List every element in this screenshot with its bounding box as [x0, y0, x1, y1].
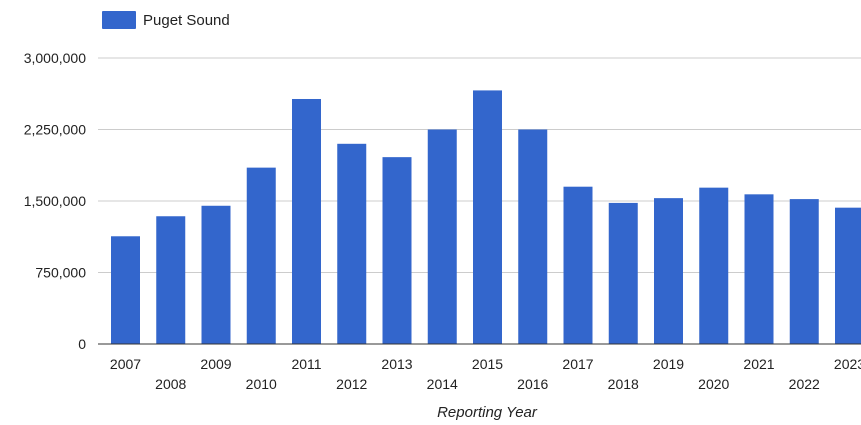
legend[interactable]: Puget Sound: [102, 11, 230, 29]
bar-2017[interactable]: [563, 186, 593, 344]
x-tick-label-2023: 2023: [834, 356, 861, 372]
x-tick-label-2021: 2021: [743, 356, 774, 372]
y-tick-label: 750,000: [35, 265, 86, 281]
x-tick-label-2020: 2020: [698, 376, 729, 392]
x-tick-label-2022: 2022: [789, 376, 820, 392]
y-tick-label: 1,500,000: [24, 193, 86, 209]
x-tick-label-2014: 2014: [427, 376, 458, 392]
legend-label-puget-sound: Puget Sound: [143, 12, 230, 29]
bar-2020[interactable]: [699, 187, 729, 344]
bar-2023[interactable]: [835, 207, 861, 344]
x-tick-label-2012: 2012: [336, 376, 367, 392]
bar-2007[interactable]: [111, 236, 140, 344]
x-tick-label-2008: 2008: [155, 376, 186, 392]
y-axis-tick-labels: 0 750,000 1,500,000 2,250,000 3,000,000: [24, 50, 87, 352]
legend-swatch-puget-sound: [102, 11, 136, 29]
y-tick-label: 0: [78, 336, 86, 352]
bar-2015[interactable]: [473, 90, 502, 344]
bar-2022[interactable]: [789, 199, 819, 344]
bar-2012[interactable]: [337, 143, 367, 344]
x-tick-label-2016: 2016: [517, 376, 548, 392]
x-tick-label-2013: 2013: [381, 356, 412, 372]
x-tick-label-2018: 2018: [608, 376, 639, 392]
y-tick-label: 3,000,000: [24, 50, 86, 66]
bar-2011[interactable]: [292, 98, 321, 344]
bar-2016[interactable]: [518, 129, 548, 345]
bar-2014[interactable]: [427, 129, 457, 345]
bar-2009[interactable]: [201, 205, 231, 344]
x-tick-label-2010: 2010: [246, 376, 277, 392]
x-tick-label-2017: 2017: [562, 356, 593, 372]
bar-2010[interactable]: [246, 167, 276, 344]
bar-2008[interactable]: [156, 216, 186, 344]
x-axis-title: Reporting Year: [437, 404, 538, 421]
bar-2021[interactable]: [744, 194, 774, 344]
x-tick-label-2011: 2011: [291, 356, 321, 372]
x-tick-label-2015: 2015: [472, 356, 503, 372]
y-tick-label: 2,250,000: [24, 122, 86, 138]
x-tick-label-2009: 2009: [200, 356, 231, 372]
x-tick-label-2007: 2007: [110, 356, 141, 372]
bar-2019[interactable]: [654, 198, 683, 344]
bar-2018[interactable]: [608, 202, 638, 344]
x-axis-tick-labels: 2007 2008 2009 2010 2011 2012 2013 2014 2015 2016…: [110, 356, 861, 392]
bar-2013[interactable]: [382, 157, 412, 344]
bars: [111, 90, 861, 344]
x-tick-label-2019: 2019: [653, 356, 684, 372]
